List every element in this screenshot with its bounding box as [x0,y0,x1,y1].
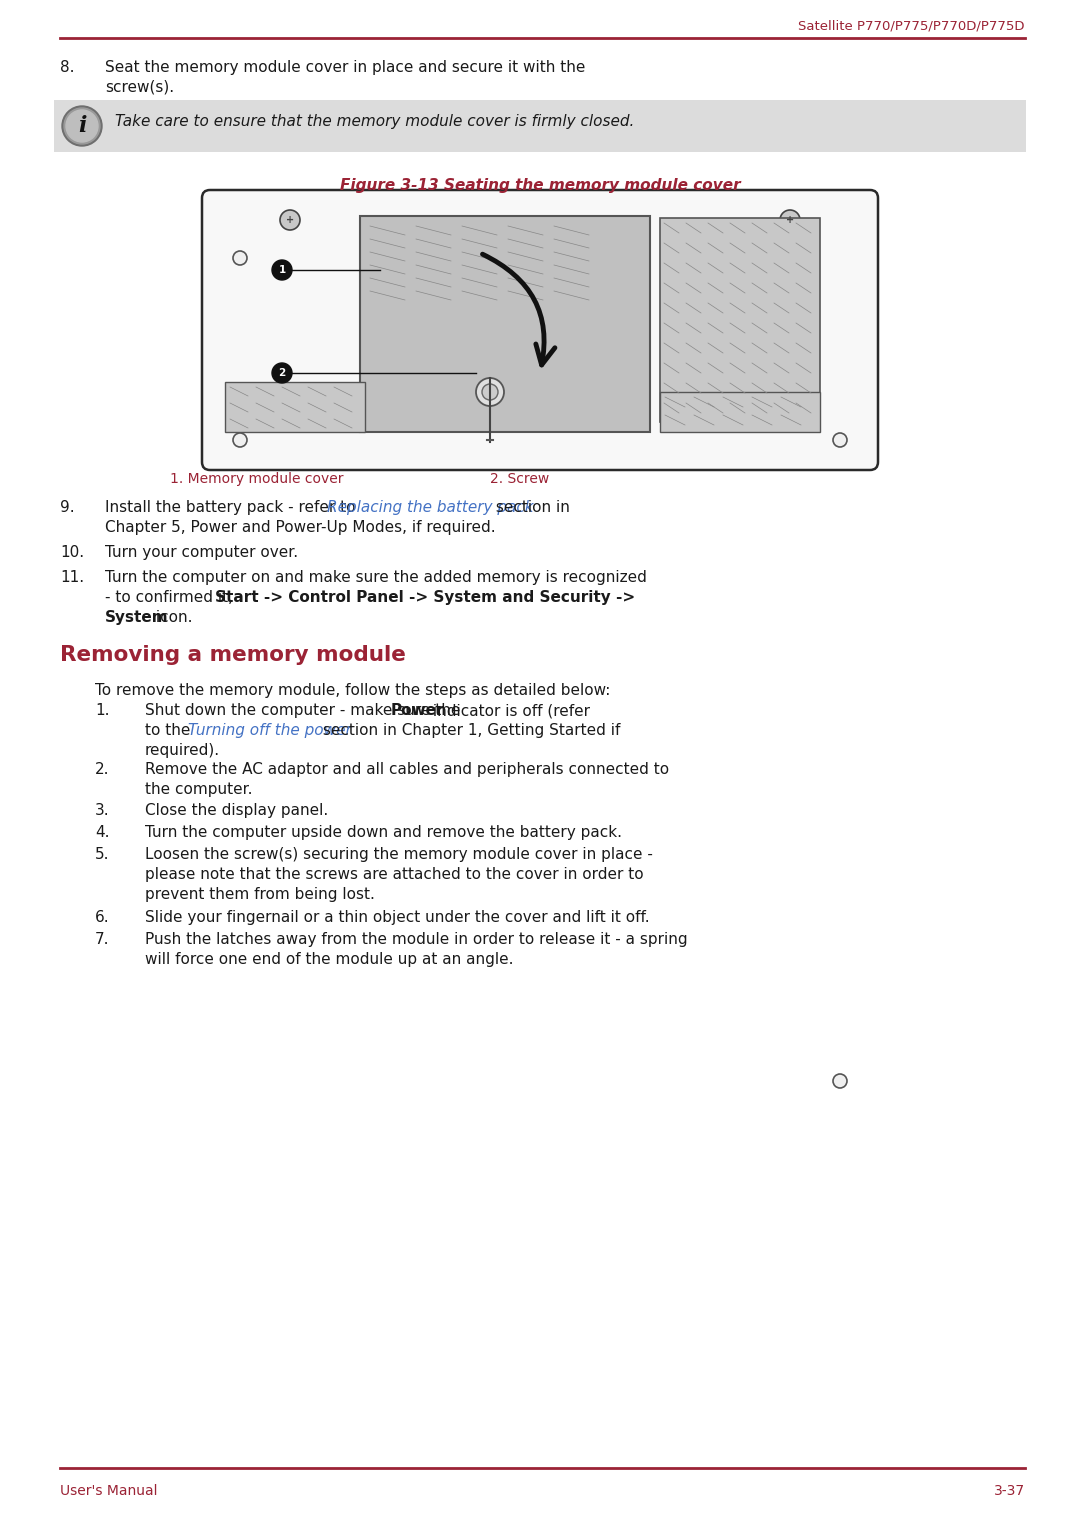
Text: 7.: 7. [95,932,109,948]
Circle shape [62,106,102,146]
Text: Power: Power [391,703,445,718]
Text: Loosen the screw(s) securing the memory module cover in place -: Loosen the screw(s) securing the memory … [145,847,653,862]
Text: section in: section in [491,500,570,516]
Text: will force one end of the module up at an angle.: will force one end of the module up at a… [145,952,513,967]
Text: 8.: 8. [60,59,75,75]
Text: 1.: 1. [95,703,109,718]
Text: To remove the memory module, follow the steps as detailed below:: To remove the memory module, follow the … [95,683,610,698]
Text: Slide your fingernail or a thin object under the cover and lift it off.: Slide your fingernail or a thin object u… [145,910,650,925]
Circle shape [833,433,847,447]
Text: please note that the screws are attached to the cover in order to: please note that the screws are attached… [145,867,644,882]
Text: 2: 2 [279,368,285,379]
Text: Removing a memory module: Removing a memory module [60,645,406,665]
Text: 9.: 9. [60,500,75,516]
Text: Take care to ensure that the memory module cover is firmly closed.: Take care to ensure that the memory modu… [114,114,634,129]
Text: Figure 3-13 Seating the memory module cover: Figure 3-13 Seating the memory module co… [340,178,740,193]
Text: prevent them from being lost.: prevent them from being lost. [145,887,375,902]
Text: Replacing the battery pack: Replacing the battery pack [327,500,534,516]
Text: 5.: 5. [95,847,109,862]
Text: System: System [105,610,168,625]
Text: 2.: 2. [95,762,109,777]
Text: Install the battery pack - refer to: Install the battery pack - refer to [105,500,361,516]
Text: the computer.: the computer. [145,782,253,797]
Text: +: + [286,214,294,225]
Text: 3.: 3. [95,803,110,818]
Text: Close the display panel.: Close the display panel. [145,803,328,818]
Text: Satellite P770/P775/P770D/P775D: Satellite P770/P775/P770D/P775D [798,20,1025,32]
Text: Seat the memory module cover in place and secure it with the: Seat the memory module cover in place an… [105,59,585,75]
Circle shape [233,433,247,447]
FancyBboxPatch shape [202,190,878,470]
Text: 6.: 6. [95,910,110,925]
Text: to the: to the [145,722,195,738]
Circle shape [233,251,247,265]
Text: Turn the computer upside down and remove the battery pack.: Turn the computer upside down and remove… [145,824,622,840]
Text: required).: required). [145,742,220,757]
Text: 10.: 10. [60,545,84,560]
Text: Start -> Control Panel -> System and Security ->: Start -> Control Panel -> System and Sec… [215,590,635,605]
Text: 1. Memory module cover: 1. Memory module cover [170,472,343,487]
Text: screw(s).: screw(s). [105,81,174,94]
Text: 4.: 4. [95,824,109,840]
Circle shape [66,110,98,141]
FancyBboxPatch shape [225,382,365,432]
Text: 2. Screw: 2. Screw [490,472,550,487]
Text: Turn your computer over.: Turn your computer over. [105,545,298,560]
FancyBboxPatch shape [660,392,820,432]
Circle shape [272,364,292,383]
Text: 11.: 11. [60,570,84,586]
Text: icon.: icon. [151,610,192,625]
Text: indicator is off (refer: indicator is off (refer [428,703,590,718]
Text: Turning off the power: Turning off the power [188,722,352,738]
Text: - to confirmed it,: - to confirmed it, [105,590,238,605]
Circle shape [280,210,300,230]
FancyBboxPatch shape [660,218,820,421]
Circle shape [64,108,100,144]
Text: Push the latches away from the module in order to release it - a spring: Push the latches away from the module in… [145,932,688,948]
Circle shape [482,383,498,400]
Text: Chapter 5, Power and Power-Up Modes, if required.: Chapter 5, Power and Power-Up Modes, if … [105,520,496,535]
Text: Remove the AC adaptor and all cables and peripherals connected to: Remove the AC adaptor and all cables and… [145,762,670,777]
Text: section in Chapter 1, Getting Started if: section in Chapter 1, Getting Started if [318,722,620,738]
Text: User's Manual: User's Manual [60,1484,158,1498]
FancyBboxPatch shape [54,100,1026,152]
Text: 1: 1 [279,265,285,275]
Text: Turn the computer on and make sure the added memory is recognized: Turn the computer on and make sure the a… [105,570,647,586]
Text: 3-37: 3-37 [994,1484,1025,1498]
Text: Shut down the computer - make sure the: Shut down the computer - make sure the [145,703,465,718]
Text: +: + [786,214,794,225]
Circle shape [780,210,800,230]
Circle shape [833,1074,847,1088]
FancyBboxPatch shape [360,216,650,432]
Circle shape [272,260,292,280]
Text: i: i [78,116,86,137]
Circle shape [476,379,504,406]
